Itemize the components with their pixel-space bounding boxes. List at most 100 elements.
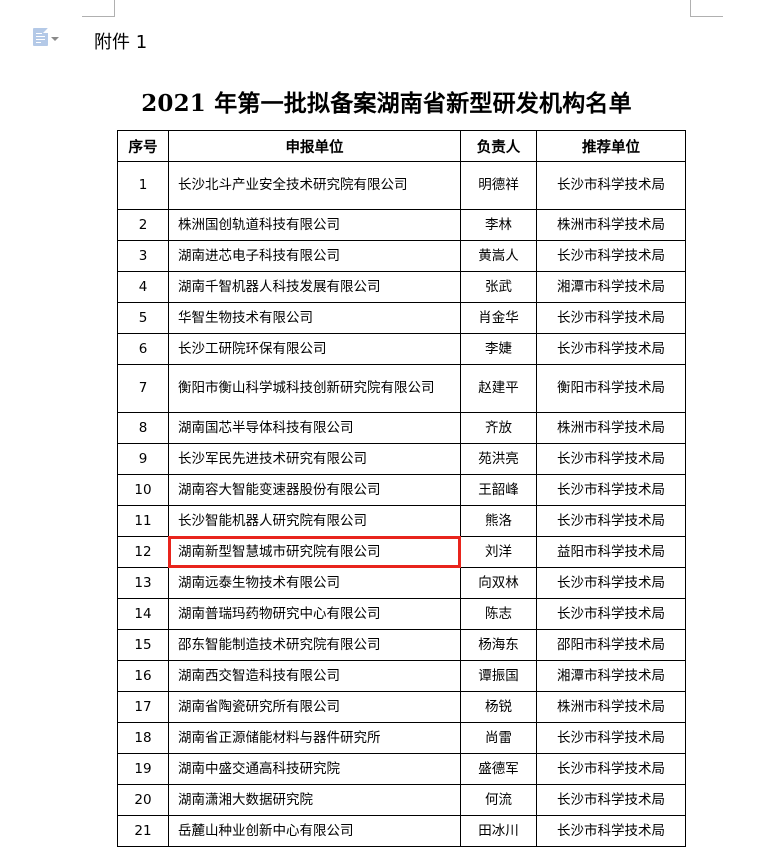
table-row: 15 邵东智能制造技术研究院有限公司 杨海东 邵阳市科学技术局: [117, 629, 686, 661]
paste-options-smart-tag[interactable]: [33, 28, 59, 46]
cell-unit: 华智生物技术有限公司: [168, 302, 461, 334]
cell-unit: 长沙军民先进技术研究有限公司: [168, 443, 461, 475]
cell-unit: 湖南远泰生物技术有限公司: [168, 567, 461, 599]
cell-index: 14: [117, 598, 169, 630]
table-header-row: 序号 申报单位 负责人 推荐单位: [117, 130, 686, 162]
cell-person: 杨锐: [460, 691, 537, 723]
table-row: 5 华智生物技术有限公司 肖金华 长沙市科学技术局: [117, 302, 686, 334]
cell-index: 1: [117, 161, 169, 210]
table-row: 21 岳麓山种业创新中心有限公司 田冰川 长沙市科学技术局: [117, 815, 686, 847]
table-row: 6 长沙工研院环保有限公司 李婕 长沙市科学技术局: [117, 333, 686, 365]
cell-index: 21: [117, 815, 169, 847]
cell-unit: 邵东智能制造技术研究院有限公司: [168, 629, 461, 661]
cell-index: 2: [117, 209, 169, 241]
cell-index: 19: [117, 753, 169, 785]
table-row: 7 衡阳市衡山科学城科技创新研究院有限公司 赵建平 衡阳市科学技术局: [117, 364, 686, 413]
cell-person: 向双林: [460, 567, 537, 599]
cell-unit: 湖南国芯半导体科技有限公司: [168, 412, 461, 444]
cell-person: 尚雷: [460, 722, 537, 754]
cell-unit: 湖南中盛交通高科技研究院: [168, 753, 461, 785]
table-row: 19 湖南中盛交通高科技研究院 盛德军 长沙市科学技术局: [117, 753, 686, 785]
table-row: 20 湖南潇湘大数据研究院 何流 长沙市科学技术局: [117, 784, 686, 816]
cell-recommender: 长沙市科学技术局: [536, 753, 686, 785]
page-margin-corner-top-left: [82, 0, 115, 17]
cell-recommender: 长沙市科学技术局: [536, 443, 686, 475]
cell-unit: 长沙智能机器人研究院有限公司: [168, 505, 461, 537]
column-header-person: 负责人: [460, 130, 537, 162]
table-row: 3 湖南进芯电子科技有限公司 黄嵩人 长沙市科学技术局: [117, 240, 686, 272]
cell-recommender: 长沙市科学技术局: [536, 474, 686, 506]
page-title: 2021 年第一批拟备案湖南省新型研发机构名单: [141, 90, 632, 117]
cell-recommender: 邵阳市科学技术局: [536, 629, 686, 661]
cell-recommender: 长沙市科学技术局: [536, 722, 686, 754]
cell-unit: 湖南西交智造科技有限公司: [168, 660, 461, 692]
cell-unit: 湖南潇湘大数据研究院: [168, 784, 461, 816]
cell-unit-text: 湖南新型智慧城市研究院有限公司: [178, 543, 381, 560]
cell-index: 18: [117, 722, 169, 754]
cell-recommender: 长沙市科学技术局: [536, 161, 686, 210]
cell-person: 王韶峰: [460, 474, 537, 506]
cell-unit: 湖南省陶瓷研究所有限公司: [168, 691, 461, 723]
cell-person: 李林: [460, 209, 537, 241]
cell-person: 谭振国: [460, 660, 537, 692]
table-row: 8 湖南国芯半导体科技有限公司 齐放 株洲市科学技术局: [117, 412, 686, 444]
cell-person: 熊洛: [460, 505, 537, 537]
cell-recommender: 湘潭市科学技术局: [536, 660, 686, 692]
table-row: 4 湖南千智机器人科技发展有限公司 张武 湘潭市科学技术局: [117, 271, 686, 303]
cell-person: 陈志: [460, 598, 537, 630]
table-row: 10 湖南容大智能变速器股份有限公司 王韶峰 长沙市科学技术局: [117, 474, 686, 506]
cell-recommender: 长沙市科学技术局: [536, 784, 686, 816]
cell-index: 16: [117, 660, 169, 692]
cell-recommender: 衡阳市科学技术局: [536, 364, 686, 413]
cell-unit: 长沙工研院环保有限公司: [168, 333, 461, 365]
cell-person: 杨海东: [460, 629, 537, 661]
cell-index: 15: [117, 629, 169, 661]
cell-recommender: 长沙市科学技术局: [536, 567, 686, 599]
table-row: 17 湖南省陶瓷研究所有限公司 杨锐 株洲市科学技术局: [117, 691, 686, 723]
table-row: 11 长沙智能机器人研究院有限公司 熊洛 长沙市科学技术局: [117, 505, 686, 537]
cell-index: 8: [117, 412, 169, 444]
table-row: 12 湖南新型智慧城市研究院有限公司 刘洋 益阳市科学技术局: [117, 536, 686, 568]
cell-recommender: 株洲市科学技术局: [536, 209, 686, 241]
cell-index: 10: [117, 474, 169, 506]
column-header-unit: 申报单位: [168, 130, 461, 162]
cell-recommender: 株洲市科学技术局: [536, 412, 686, 444]
cell-index: 13: [117, 567, 169, 599]
chevron-down-icon[interactable]: [51, 37, 59, 41]
cell-person: 肖金华: [460, 302, 537, 334]
cell-recommender: 长沙市科学技术局: [536, 302, 686, 334]
page-margin-corner-top-right: [690, 0, 723, 17]
cell-unit: 衡阳市衡山科学城科技创新研究院有限公司: [168, 364, 461, 413]
cell-recommender: 益阳市科学技术局: [536, 536, 686, 568]
cell-index: 11: [117, 505, 169, 537]
cell-unit: 株洲国创轨道科技有限公司: [168, 209, 461, 241]
table-row: 16 湖南西交智造科技有限公司 谭振国 湘潭市科学技术局: [117, 660, 686, 692]
cell-person: 明德祥: [460, 161, 537, 210]
cell-unit: 湖南新型智慧城市研究院有限公司: [168, 536, 461, 568]
cell-person: 盛德军: [460, 753, 537, 785]
column-header-index: 序号: [117, 130, 169, 162]
cell-recommender: 长沙市科学技术局: [536, 815, 686, 847]
cell-index: 4: [117, 271, 169, 303]
table-body: 1 长沙北斗产业安全技术研究院有限公司 明德祥 长沙市科学技术局 2 株洲国创轨道科技有限…: [117, 161, 686, 847]
cell-index: 20: [117, 784, 169, 816]
table-row: 13 湖南远泰生物技术有限公司 向双林 长沙市科学技术局: [117, 567, 686, 599]
paste-document-icon[interactable]: [33, 28, 48, 46]
cell-person: 黄嵩人: [460, 240, 537, 272]
cell-index: 7: [117, 364, 169, 413]
cell-recommender: 长沙市科学技术局: [536, 240, 686, 272]
cell-index: 3: [117, 240, 169, 272]
cell-unit: 岳麓山种业创新中心有限公司: [168, 815, 461, 847]
cell-recommender: 长沙市科学技术局: [536, 598, 686, 630]
cell-index: 17: [117, 691, 169, 723]
cell-unit: 湖南省正源储能材料与器件研究所: [168, 722, 461, 754]
cell-person: 李婕: [460, 333, 537, 365]
cell-unit: 湖南千智机器人科技发展有限公司: [168, 271, 461, 303]
cell-unit: 湖南进芯电子科技有限公司: [168, 240, 461, 272]
table-row: 9 长沙军民先进技术研究有限公司 苑洪亮 长沙市科学技术局: [117, 443, 686, 475]
table-row: 14 湖南普瑞玛药物研究中心有限公司 陈志 长沙市科学技术局: [117, 598, 686, 630]
cell-recommender: 株洲市科学技术局: [536, 691, 686, 723]
table-row: 18 湖南省正源储能材料与器件研究所 尚雷 长沙市科学技术局: [117, 722, 686, 754]
cell-recommender: 长沙市科学技术局: [536, 505, 686, 537]
cell-person: 何流: [460, 784, 537, 816]
